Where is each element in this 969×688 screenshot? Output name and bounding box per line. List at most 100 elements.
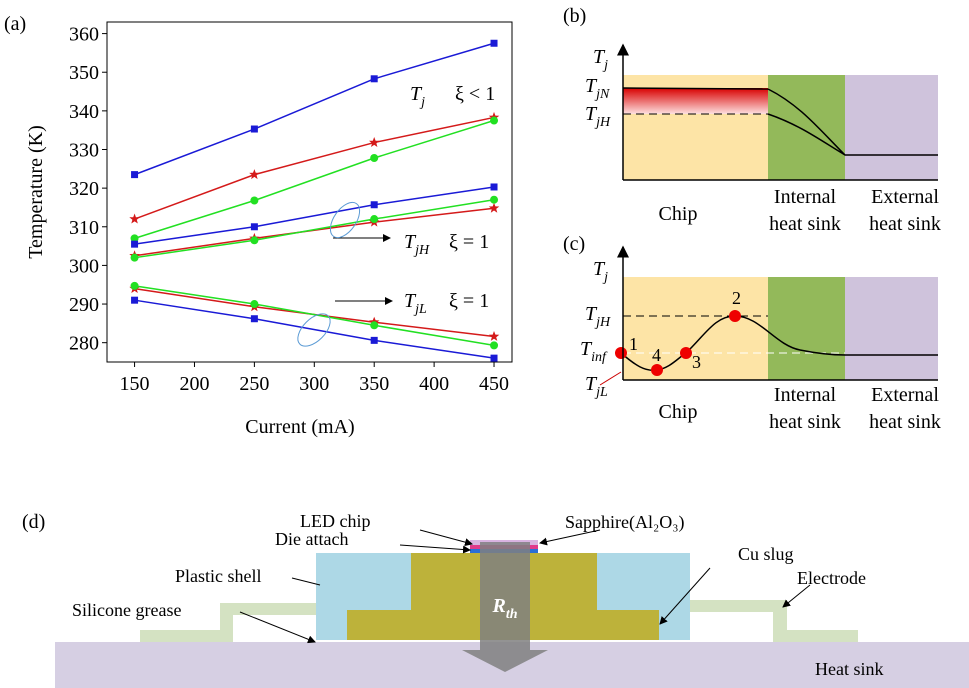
leader (600, 372, 621, 385)
symbol-sub: inf (591, 350, 608, 365)
symbol: TjN (585, 75, 610, 102)
panel-label: (c) (563, 233, 585, 255)
y-tick-label: 320 (69, 178, 99, 200)
marker (491, 40, 498, 47)
marker (131, 171, 138, 178)
marker (369, 137, 379, 147)
marker (251, 315, 258, 322)
symbol-sub: jL (594, 385, 608, 400)
leader (400, 545, 470, 550)
annotation-symbol: TjH (404, 231, 430, 258)
y-tick-label: 280 (69, 333, 99, 355)
marker (250, 300, 258, 308)
label: Sapphire(Al₂O₃) (565, 512, 685, 533)
leader (292, 578, 320, 585)
series-line (135, 117, 494, 219)
series-line (135, 300, 494, 358)
marker (489, 331, 500, 341)
marker (249, 169, 259, 179)
electrode (690, 600, 858, 642)
marker (131, 254, 139, 262)
marker (131, 282, 139, 290)
region-label: Chip (659, 203, 698, 225)
x-tick-label: 150 (120, 373, 150, 395)
marker (131, 297, 138, 304)
symbol: Tinf (580, 338, 608, 365)
y-tick-label: 350 (69, 62, 99, 84)
y-tick-label: 340 (69, 101, 99, 123)
panel-label: (d) (22, 511, 45, 533)
annotation-symbol: TjL (404, 290, 427, 317)
region-label: heat sink (869, 213, 941, 235)
label: LED chip (300, 511, 370, 531)
ellipse (325, 197, 366, 242)
symbol-sub: jL (413, 302, 427, 317)
external-region (845, 75, 938, 180)
marker (489, 203, 500, 213)
y-axis-label: Temperature (K) (25, 125, 47, 259)
x-tick-label: 250 (239, 373, 269, 395)
annotation-text: ξ = 1 (449, 290, 489, 312)
series-line (135, 121, 494, 239)
symbol: Tj (593, 258, 608, 285)
marker (250, 197, 258, 205)
x-tick-label: 200 (179, 373, 209, 395)
panel-c: (c) 1 2 3 4 (563, 233, 938, 385)
point-label: 2 (732, 288, 741, 308)
marker (250, 236, 258, 244)
y-tick-label: 360 (69, 24, 99, 46)
point-label: 4 (652, 345, 661, 365)
symbol-sub: jH (594, 115, 611, 130)
label: Silicone grease (72, 600, 181, 620)
marker (491, 183, 498, 190)
symbol: Tj (593, 46, 608, 73)
panel-label: (a) (4, 13, 26, 35)
x-tick-label: 300 (299, 373, 329, 395)
annotation-text: ξ < 1 (455, 83, 495, 105)
label: Cu slug (738, 544, 794, 564)
symbol-sub: jH (594, 315, 611, 330)
symbol: TjH (585, 103, 611, 130)
external-region (845, 277, 938, 380)
marker (490, 196, 498, 204)
series-line (135, 187, 494, 244)
marker (490, 117, 498, 125)
plot-a: 280 290 300 310 320 330 340 350 360 150 200 250 300 3… (69, 22, 512, 395)
y-tick-label: 300 (69, 255, 99, 277)
internal-region (768, 75, 845, 180)
marker (251, 126, 258, 133)
region-label: Internal (774, 384, 837, 406)
leader (420, 530, 472, 544)
label: Plastic shell (175, 566, 262, 586)
marker (371, 75, 378, 82)
point (729, 310, 741, 322)
y-tick-label: 330 (69, 140, 99, 162)
symbol: TjH (585, 303, 611, 330)
region-label: External (871, 384, 939, 406)
region-label: Internal (774, 186, 837, 208)
marker (370, 321, 378, 329)
tjn-line (623, 88, 768, 89)
annotation-symbol: Tj (410, 83, 425, 110)
marker (490, 341, 498, 349)
y-tick-label: 310 (69, 217, 99, 239)
marker (491, 355, 498, 362)
marker (371, 201, 378, 208)
internal-region (768, 277, 845, 380)
point (615, 347, 627, 359)
x-tick-label: 350 (359, 373, 389, 395)
x-axis-label: Current (mA) (245, 416, 354, 438)
point (680, 347, 692, 359)
label: Die attach (275, 529, 348, 549)
marker (370, 154, 378, 162)
figure: (a) Current (mA) Temperature (K) 280 290 3… (0, 0, 969, 688)
symbol-sub: th (506, 607, 518, 622)
symbol-main: R (491, 595, 505, 617)
symbol: TjL (585, 373, 608, 400)
region-label: heat sink (869, 411, 941, 433)
series-line (135, 200, 494, 258)
marker (251, 223, 258, 230)
marker (371, 337, 378, 344)
leader (783, 585, 810, 607)
y-tick-label: 290 (69, 294, 99, 316)
